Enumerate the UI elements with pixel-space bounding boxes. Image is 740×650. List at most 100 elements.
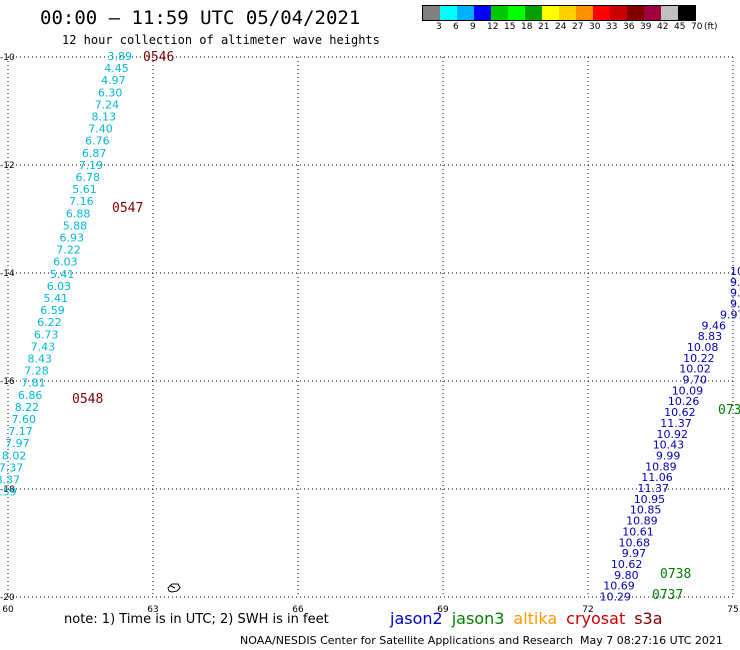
wave-height-label: 10.29 — [600, 591, 632, 604]
wave-height-label: 9.97 — [622, 547, 647, 560]
wave-height-label: 3.89 — [108, 50, 133, 63]
wave-height-label: 7.60 — [12, 413, 37, 426]
color-scale-tick-label: 9 — [470, 22, 476, 32]
wave-height-label: 5.41 — [50, 268, 75, 281]
color-swatch — [678, 6, 695, 20]
wave-height-label: 6.76 — [85, 135, 110, 148]
color-swatch — [491, 6, 508, 20]
map-grid — [7, 56, 734, 598]
color-scale-tick-label: 70 — [691, 22, 703, 32]
color-scale-tick-label: 39 — [640, 22, 652, 32]
color-scale-tick-label: 36 — [623, 22, 635, 32]
color-swatch — [542, 6, 559, 20]
wave-height-label: 7.19 — [79, 159, 104, 172]
color-swatch — [644, 6, 661, 20]
wave-height-label: 7.37 — [0, 461, 23, 474]
wave-height-label: 9.99 — [656, 449, 681, 462]
wave-height-label: 10.22 — [683, 352, 715, 365]
color-scale-tick-label: 33 — [606, 22, 618, 32]
color-scale-tick-label: 30 — [589, 22, 601, 32]
wave-height-label: 9. — [730, 276, 740, 289]
wave-height-label: 6.03 — [47, 280, 72, 293]
longitude-label: 75 — [727, 605, 738, 615]
color-swatch — [627, 6, 644, 20]
color-scale-tick-label: 6 — [453, 22, 459, 32]
color-scale-tick-label: 21 — [538, 22, 550, 32]
wave-height-label: 10.62 — [611, 558, 643, 571]
wave-height-label: 8.37 — [0, 474, 20, 487]
wave-height-label: 10.26 — [668, 395, 700, 408]
credit-line: NOAA/NESDIS Center for Satellite Applica… — [240, 634, 574, 647]
wave-height-label: 7.81 — [21, 377, 46, 390]
satellite-legend-entry: s3a — [634, 609, 663, 628]
wave-height-label: 5.41 — [44, 292, 69, 305]
wave-height-label: 10.02 — [679, 363, 711, 376]
wave-height-label: 10.92 — [657, 428, 689, 441]
latitude-label: -12 — [0, 161, 15, 171]
longitude-label: 72 — [582, 605, 593, 615]
wave-height-label: 6.93 — [60, 232, 85, 245]
wave-height-label: 10 — [730, 265, 740, 278]
wave-height-label: 9.46 — [702, 319, 727, 332]
color-scale-legend: 3 6 9 12 15 18 21 24 27 30 33 36 39 42 45 70 (ft) — [422, 5, 718, 35]
pass-time-label: 073 — [718, 403, 740, 418]
wave-height-label: 11.37 — [660, 417, 692, 430]
map-title: 00:00 – 11:59 UTC 05/04/2021 — [40, 7, 361, 29]
wave-height-label: 6.78 — [76, 171, 101, 184]
island-outline — [167, 583, 181, 593]
wave-height-label: 10.08 — [687, 341, 719, 354]
wave-height-label: 10.85 — [630, 504, 662, 517]
wave-height-label: 7.24 — [95, 98, 120, 111]
wave-height-label: 7.97 — [5, 437, 30, 450]
wave-height-label: 9.9 — [730, 287, 740, 300]
pass-time-label: 0738 — [660, 567, 691, 582]
map-subtitle: 12 hour collection of altimeter wave hei… — [62, 33, 380, 47]
latitude-label: -16 — [0, 377, 15, 387]
wave-height-label: 10.62 — [664, 406, 696, 419]
longitude-label: 60 — [2, 605, 14, 615]
color-swatch — [423, 6, 440, 20]
pass-time-label: 0547 — [112, 201, 143, 216]
wave-height-label: 8.02 — [2, 449, 27, 462]
wave-height-label: 10.89 — [645, 460, 677, 473]
wave-height-label: 10.69 — [603, 580, 635, 593]
color-swatch — [457, 6, 474, 20]
wave-height-label: 5.61 — [72, 183, 97, 196]
wave-height-label: 9.80 — [614, 569, 639, 582]
satellite-legend: jason2 jason3 altika cryosat s3a — [390, 609, 672, 628]
wave-height-label: 9.97 — [720, 308, 740, 321]
color-swatch — [474, 6, 491, 20]
color-scale-tick-label: 42 — [657, 22, 669, 32]
wave-height-label: 7.59 — [0, 486, 17, 499]
color-scale-tick-label: 15 — [504, 22, 516, 32]
blue-track-labels: 109.9.99.49.979.468.8310.0810.2210.029.7… — [600, 265, 740, 604]
wave-height-label: 7.28 — [24, 365, 49, 378]
color-scale-tick-label: (ft) — [704, 22, 718, 32]
longitude-label: 69 — [437, 605, 449, 615]
wave-height-label: 10.68 — [619, 536, 651, 549]
pass-time-label: 0546 — [143, 50, 174, 65]
wave-height-label: 6.03 — [53, 256, 78, 269]
wave-height-label: 8.83 — [698, 330, 723, 343]
color-swatch — [440, 6, 457, 20]
wave-height-label: 6.22 — [37, 316, 62, 329]
pass-time-label: 0548 — [72, 392, 103, 407]
color-swatch — [576, 6, 593, 20]
color-swatch — [661, 6, 678, 20]
legend-note: note: 1) Time is in UTC; 2) SWH is in fe… — [64, 612, 329, 627]
wave-height-label: 9.4 — [730, 298, 740, 311]
longitude-label: 63 — [147, 605, 158, 615]
cyan-track-labels: 3.894.454.976.307.248.137.406.766.877.19… — [0, 50, 132, 499]
wave-height-label: 10.09 — [672, 384, 704, 397]
color-swatch — [593, 6, 610, 20]
color-scale-labels: 3 6 9 12 15 18 21 24 27 30 33 36 39 42 45 70 (ft) — [422, 21, 718, 35]
wave-height-label: 9.70 — [683, 374, 708, 387]
color-scale-tick-label: 3 — [436, 22, 442, 32]
color-scale-tick-label: 45 — [674, 22, 686, 32]
wave-height-label: 8.22 — [15, 401, 40, 414]
color-swatch — [508, 6, 525, 20]
color-swatch — [559, 6, 576, 20]
satellite-legend-entry: jason3 — [451, 609, 505, 628]
wave-height-label: 8.13 — [92, 111, 117, 124]
